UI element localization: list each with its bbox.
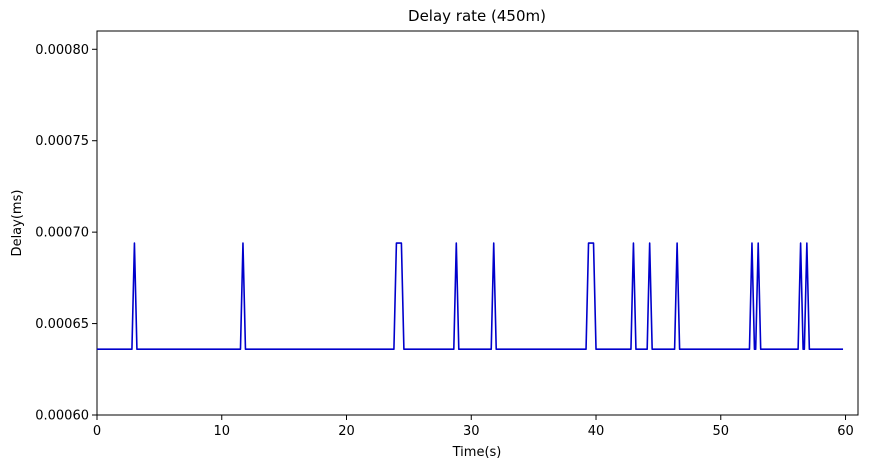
y-tick-label: 0.00080 bbox=[35, 43, 89, 58]
y-tick-label: 0.00065 bbox=[35, 317, 89, 332]
x-axis-title: Time(s) bbox=[452, 445, 502, 460]
chart-title: Delay rate (450m) bbox=[408, 7, 546, 25]
x-tick-label: 40 bbox=[588, 424, 605, 439]
series-layer bbox=[97, 242, 844, 350]
x-tick-label: 10 bbox=[213, 424, 230, 439]
x-tick-label: 0 bbox=[93, 424, 101, 439]
x-tick-label: 50 bbox=[712, 424, 729, 439]
x-axis: 0 10 20 30 40 50 60 bbox=[93, 415, 854, 439]
x-tick-label: 30 bbox=[463, 424, 480, 439]
x-tick-label: 60 bbox=[837, 424, 854, 439]
y-tick-label: 0.00060 bbox=[35, 409, 89, 424]
delay-series-line bbox=[97, 242, 844, 350]
y-axis-title: Delay(ms) bbox=[10, 190, 25, 257]
y-tick-label: 0.00075 bbox=[35, 134, 89, 149]
plot-area bbox=[96, 30, 859, 416]
y-tick-label: 0.00070 bbox=[35, 226, 89, 241]
y-axis: 0.00060 0.00065 0.00070 0.00075 0.00080 bbox=[35, 43, 97, 424]
x-tick-label: 20 bbox=[338, 424, 355, 439]
